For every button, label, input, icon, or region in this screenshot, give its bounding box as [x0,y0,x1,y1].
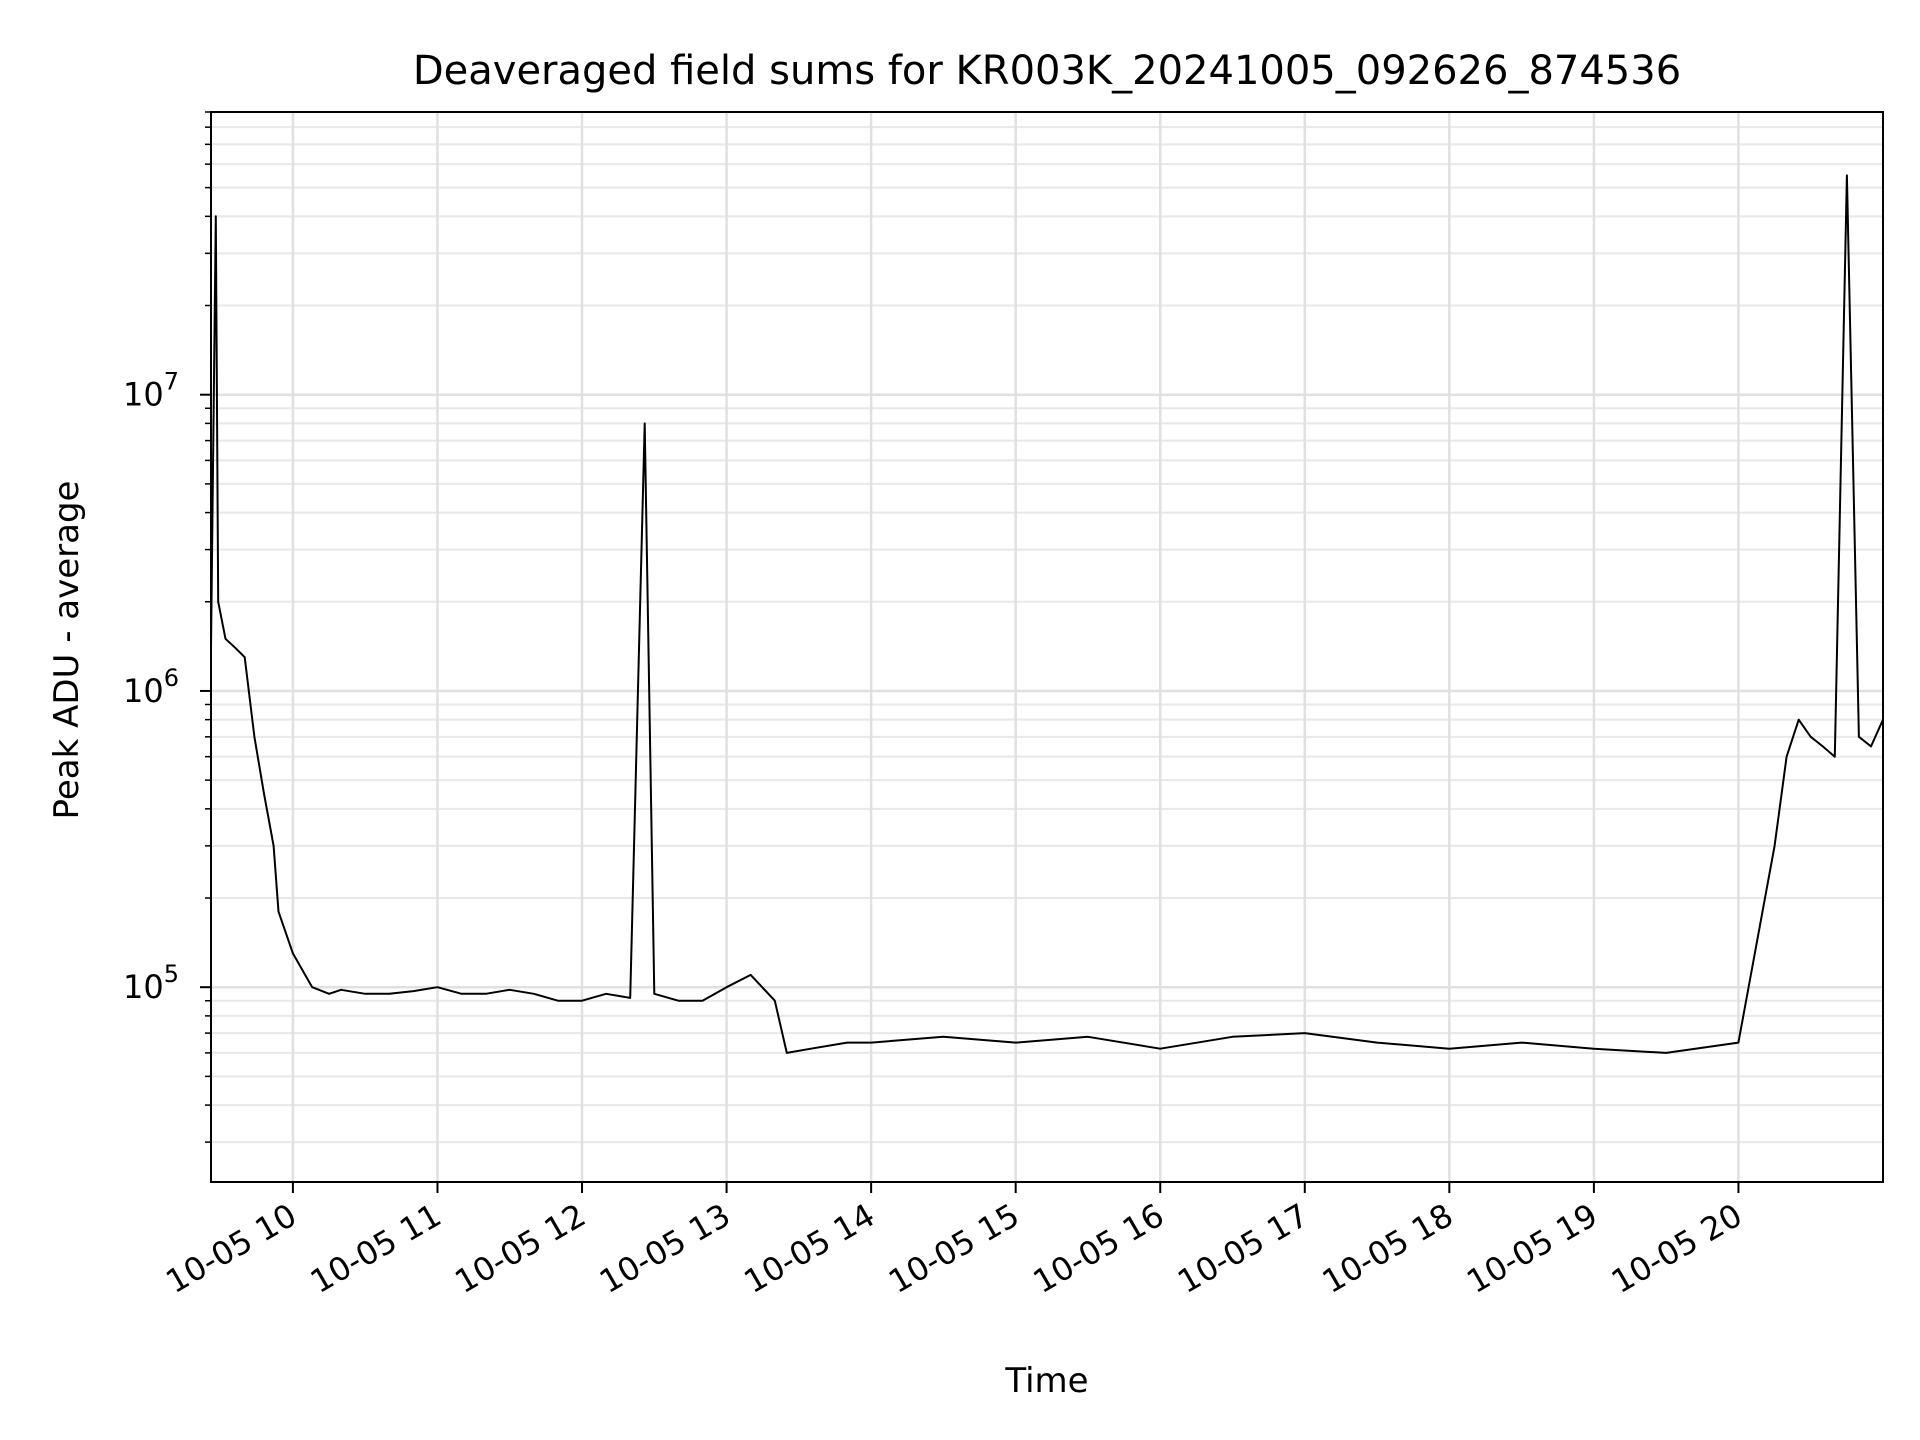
major-gridlines [211,112,1883,1182]
minor-gridlines [211,111,1883,1144]
x-axis-label: Time [1004,1361,1088,1401]
y-tick-base: 10 [123,672,164,710]
y-tick-base: 10 [123,968,164,1006]
y-tick-exponent: 5 [164,960,179,988]
y-tick-label: 106 [123,664,179,710]
plot-frame [210,111,1884,1183]
y-axis-label: Peak ADU - average [47,481,87,820]
y-tick-exponent: 7 [164,368,179,396]
series-line [210,174,1884,1054]
y-tick-exponent: 6 [164,664,179,692]
y-tick-label: 105 [123,960,179,1006]
y-tick-base: 10 [123,376,164,414]
chart-title: Deaveraged field sums for KR003K_2024100… [413,48,1681,94]
y-tick-label: 107 [123,368,179,414]
series-layer [210,174,1884,1054]
